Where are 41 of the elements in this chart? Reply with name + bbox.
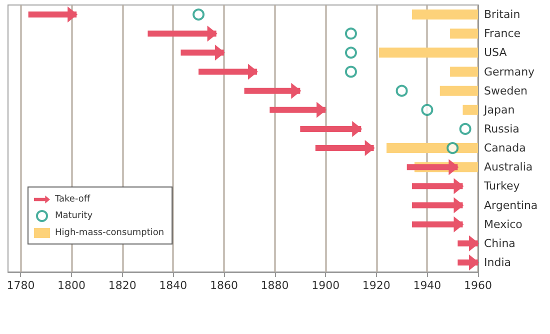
point <box>344 28 357 40</box>
x-tick-label: 1900 <box>312 279 340 292</box>
legend-label: Maturity <box>55 211 94 221</box>
bar <box>450 66 478 77</box>
point <box>344 66 357 78</box>
y-tick-label: Sweden <box>484 84 528 98</box>
legend-label: Take-off <box>54 194 91 204</box>
y-tick-label: France <box>484 27 521 40</box>
legend-label: High-mass-consumption <box>55 228 164 238</box>
y-tick-label: China <box>484 236 516 250</box>
y-tick-label: Germany <box>484 65 536 78</box>
bar <box>378 48 478 58</box>
y-tick-label: Russia <box>484 122 520 136</box>
x-tick-label: 1940 <box>413 279 442 292</box>
point <box>459 122 472 135</box>
point <box>396 84 408 97</box>
x-tick-label: 1840 <box>159 279 188 292</box>
y-tick-label: Canada <box>484 142 526 155</box>
y-tick-label: Argentina <box>484 198 538 212</box>
x-tick-label: 1880 <box>260 279 289 292</box>
x-tick-label: 1800 <box>58 279 86 292</box>
y-tick-label: Australia <box>484 160 533 174</box>
x-tick-label: 1960 <box>464 279 492 292</box>
bar <box>440 86 478 96</box>
point <box>446 142 459 154</box>
y-tick-label: USA <box>484 46 508 60</box>
point <box>192 8 205 21</box>
y-tick-label: Japan <box>483 103 515 116</box>
point <box>421 104 434 116</box>
x-tick-label: 1820 <box>108 279 136 292</box>
y-tick-label: Mexico <box>484 218 523 231</box>
bar <box>450 28 478 39</box>
y-tick-label: Britain <box>484 8 520 22</box>
x-tick-label: 1780 <box>6 279 35 292</box>
y-tick-label: Turkey <box>483 180 520 193</box>
point <box>344 46 357 59</box>
bar <box>412 10 478 20</box>
bar <box>462 104 478 115</box>
x-tick-label: 1860 <box>210 279 238 292</box>
y-tick-label: India <box>484 256 511 269</box>
x-tick-label: 1920 <box>362 279 390 292</box>
